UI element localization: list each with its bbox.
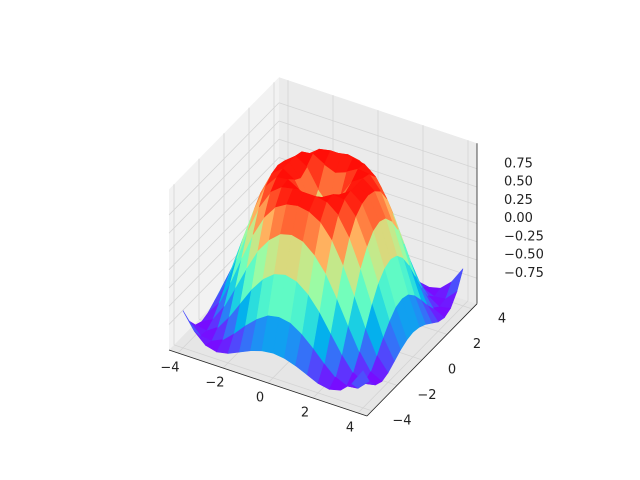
surface-patch (182, 310, 201, 337)
z-tick-label: 0.00 (504, 211, 533, 226)
z-tick-label: 0.50 (504, 175, 533, 190)
grid-line (173, 344, 373, 412)
z-tick-label: −0.25 (504, 229, 544, 244)
surface-patch (320, 201, 339, 241)
grid-line (168, 120, 280, 234)
z-tick-label: 0.75 (504, 156, 533, 171)
x-tick-label: 2 (301, 406, 309, 421)
y-tick-label: 0 (448, 362, 456, 377)
grid-line (168, 102, 280, 216)
axis-line (168, 349, 368, 417)
x-tick-label: 4 (346, 421, 354, 436)
surface-patch (351, 370, 370, 389)
x-tick-label: 0 (256, 391, 264, 406)
axis-line (366, 303, 478, 417)
y-tick-label: −2 (417, 388, 436, 403)
grid-line (168, 157, 280, 270)
z-tick-label: −0.75 (504, 266, 544, 281)
grid-line (278, 120, 478, 188)
grid-line (168, 138, 280, 252)
y-tick-label: −4 (392, 413, 411, 428)
x-tick-label: −4 (160, 361, 179, 376)
z-tick-label: −0.50 (504, 248, 544, 263)
z-tick-label: 0.25 (504, 193, 533, 208)
grid-line (278, 138, 478, 206)
grid-line (278, 102, 478, 170)
y-tick-label: 2 (473, 337, 481, 352)
y-tick-label: 4 (498, 311, 506, 326)
x-tick-label: −2 (205, 376, 224, 391)
